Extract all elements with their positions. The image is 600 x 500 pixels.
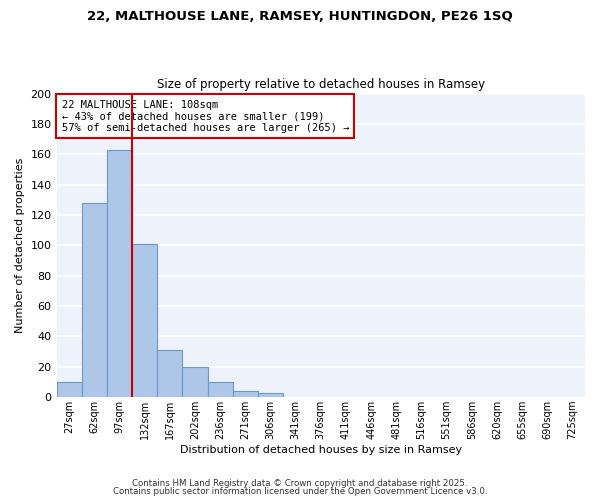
Bar <box>208 382 233 397</box>
Bar <box>82 203 107 397</box>
Bar <box>258 392 283 397</box>
Bar <box>157 350 182 397</box>
Bar <box>182 367 208 397</box>
Bar <box>107 150 132 397</box>
Y-axis label: Number of detached properties: Number of detached properties <box>15 158 25 333</box>
Text: Contains public sector information licensed under the Open Government Licence v3: Contains public sector information licen… <box>113 487 487 496</box>
Title: Size of property relative to detached houses in Ramsey: Size of property relative to detached ho… <box>157 78 485 91</box>
Bar <box>233 391 258 397</box>
X-axis label: Distribution of detached houses by size in Ramsey: Distribution of detached houses by size … <box>180 445 462 455</box>
Bar <box>56 382 82 397</box>
Text: 22, MALTHOUSE LANE, RAMSEY, HUNTINGDON, PE26 1SQ: 22, MALTHOUSE LANE, RAMSEY, HUNTINGDON, … <box>87 10 513 23</box>
Text: Contains HM Land Registry data © Crown copyright and database right 2025.: Contains HM Land Registry data © Crown c… <box>132 478 468 488</box>
Text: 22 MALTHOUSE LANE: 108sqm
← 43% of detached houses are smaller (199)
57% of semi: 22 MALTHOUSE LANE: 108sqm ← 43% of detac… <box>62 100 349 133</box>
Bar <box>132 244 157 397</box>
